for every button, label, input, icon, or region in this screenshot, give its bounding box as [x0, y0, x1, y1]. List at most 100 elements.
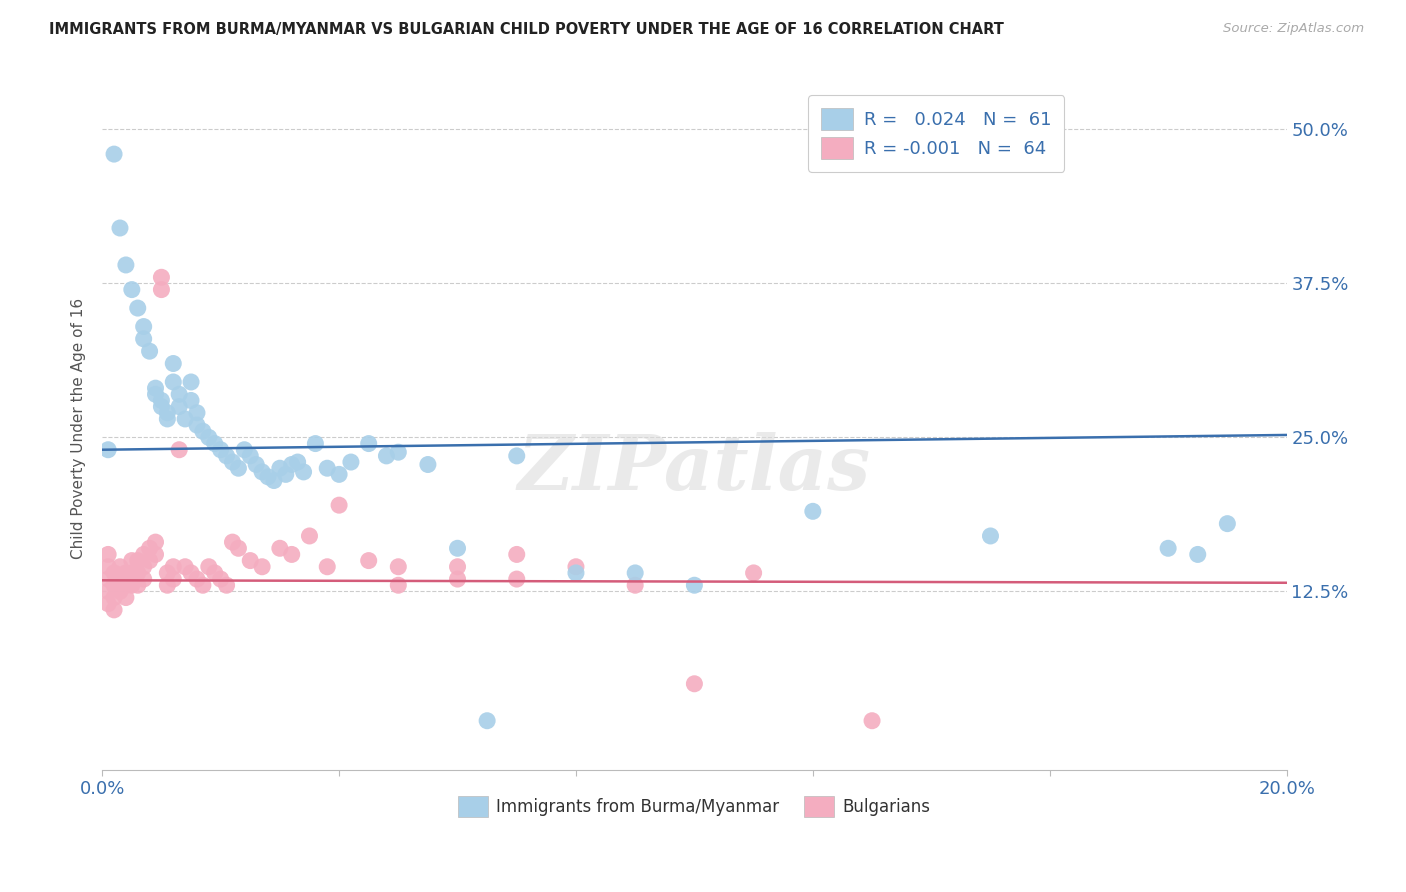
Point [180, 375, 202, 389]
Point [115, 591, 138, 605]
Point [801, 504, 824, 518]
Point [506, 449, 529, 463]
Point [121, 553, 143, 567]
Point [97, 548, 120, 562]
Point [103, 147, 125, 161]
Point [138, 553, 160, 567]
Point [174, 559, 197, 574]
Point [233, 442, 256, 457]
Point [103, 578, 125, 592]
Point [145, 548, 167, 562]
Point [204, 436, 226, 450]
Point [97, 559, 120, 574]
Point [387, 559, 409, 574]
Point [446, 559, 468, 574]
Point [269, 461, 291, 475]
Point [416, 458, 439, 472]
Point [209, 442, 232, 457]
Point [162, 357, 184, 371]
Point [132, 548, 155, 562]
Point [167, 387, 190, 401]
Point [328, 498, 350, 512]
Point [156, 406, 179, 420]
Point [269, 541, 291, 556]
Point [132, 559, 155, 574]
Point [287, 455, 309, 469]
Point [103, 603, 125, 617]
Point [156, 566, 179, 580]
Point [162, 559, 184, 574]
Point [174, 412, 197, 426]
Point [186, 572, 208, 586]
Point [292, 465, 315, 479]
Point [127, 301, 149, 315]
Point [150, 283, 173, 297]
Point [156, 412, 179, 426]
Point [1187, 548, 1209, 562]
Point [198, 559, 221, 574]
Point [328, 467, 350, 482]
Point [215, 578, 238, 592]
Point [340, 455, 363, 469]
Point [108, 572, 131, 586]
Point [506, 548, 529, 562]
Point [316, 461, 339, 475]
Point [167, 400, 190, 414]
Text: IMMIGRANTS FROM BURMA/MYANMAR VS BULGARIAN CHILD POVERTY UNDER THE AGE OF 16 COR: IMMIGRANTS FROM BURMA/MYANMAR VS BULGARI… [49, 22, 1004, 37]
Point [357, 553, 380, 567]
Point [221, 455, 243, 469]
Point [127, 553, 149, 567]
Point [316, 559, 339, 574]
Point [215, 449, 238, 463]
Point [506, 572, 529, 586]
Point [228, 461, 250, 475]
Point [1216, 516, 1239, 531]
Point [274, 467, 297, 482]
Point [132, 332, 155, 346]
Point [565, 559, 588, 574]
Point [115, 578, 138, 592]
Point [150, 400, 173, 414]
Y-axis label: Child Poverty Under the Age of 16: Child Poverty Under the Age of 16 [72, 298, 86, 558]
Point [387, 578, 409, 592]
Point [228, 541, 250, 556]
Point [180, 393, 202, 408]
Point [97, 597, 120, 611]
Point [145, 535, 167, 549]
Legend: Immigrants from Burma/Myanmar, Bulgarians: Immigrants from Burma/Myanmar, Bulgarian… [451, 789, 938, 823]
Point [198, 430, 221, 444]
Point [121, 578, 143, 592]
Point [387, 445, 409, 459]
Point [191, 424, 214, 438]
Point [121, 566, 143, 580]
Point [103, 591, 125, 605]
Point [191, 578, 214, 592]
Point [742, 566, 765, 580]
Point [624, 566, 647, 580]
Point [209, 572, 232, 586]
Point [127, 566, 149, 580]
Point [167, 442, 190, 457]
Point [156, 578, 179, 592]
Point [97, 572, 120, 586]
Point [162, 572, 184, 586]
Point [446, 541, 468, 556]
Point [145, 381, 167, 395]
Point [239, 449, 262, 463]
Point [250, 559, 273, 574]
Point [280, 548, 302, 562]
Point [138, 541, 160, 556]
Point [624, 578, 647, 592]
Point [1157, 541, 1180, 556]
Point [221, 535, 243, 549]
Point [475, 714, 498, 728]
Point [121, 283, 143, 297]
Point [357, 436, 380, 450]
Point [108, 221, 131, 235]
Point [245, 458, 267, 472]
Point [375, 449, 398, 463]
Point [97, 584, 120, 599]
Point [103, 566, 125, 580]
Point [145, 387, 167, 401]
Point [186, 418, 208, 433]
